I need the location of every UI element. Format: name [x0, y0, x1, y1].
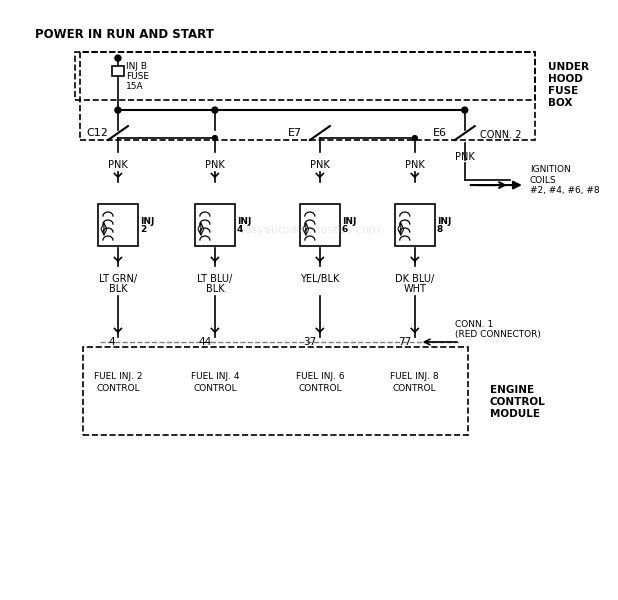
Text: PNK: PNK [108, 160, 128, 170]
Circle shape [212, 107, 218, 113]
Text: CONTROL: CONTROL [193, 384, 237, 393]
Text: FUEL INJ. 6: FUEL INJ. 6 [295, 372, 344, 381]
Text: INJ: INJ [237, 217, 252, 226]
Text: FUEL INJ. 2: FUEL INJ. 2 [94, 372, 142, 381]
Text: easyautodiagnostics.com: easyautodiagnostics.com [238, 225, 380, 235]
Text: FUSE: FUSE [548, 86, 578, 96]
Text: CONN. 2: CONN. 2 [480, 130, 521, 140]
Text: BOX: BOX [548, 98, 572, 108]
Text: 4: 4 [108, 337, 115, 347]
Text: 6: 6 [342, 224, 348, 233]
Text: WHT: WHT [404, 284, 426, 294]
Text: YEL/BLK: YEL/BLK [300, 274, 339, 284]
FancyBboxPatch shape [75, 52, 535, 100]
Text: FUEL INJ. 4: FUEL INJ. 4 [190, 372, 239, 381]
Text: PNK: PNK [205, 160, 225, 170]
Circle shape [115, 107, 121, 113]
Text: 15A: 15A [126, 82, 143, 91]
Text: CONTROL: CONTROL [96, 384, 140, 393]
Text: POWER IN RUN AND START: POWER IN RUN AND START [35, 28, 214, 41]
Text: PNK: PNK [455, 152, 475, 162]
Text: INJ: INJ [437, 217, 451, 226]
Text: MODULE: MODULE [489, 409, 540, 419]
Bar [112, 66, 124, 76]
Text: INJ B: INJ B [126, 62, 147, 71]
Bar [195, 204, 235, 246]
Text: CONTROL: CONTROL [298, 384, 342, 393]
Text: DK BLU/: DK BLU/ [395, 274, 434, 284]
Circle shape [115, 55, 121, 61]
Text: (RED CONNECTOR): (RED CONNECTOR) [455, 331, 541, 340]
Text: FUSE: FUSE [126, 71, 149, 80]
Text: CONTROL: CONTROL [489, 397, 546, 407]
Text: BLK: BLK [109, 284, 127, 294]
Text: 2: 2 [140, 224, 146, 233]
Bar [300, 204, 340, 246]
Text: INJ: INJ [342, 217, 356, 226]
FancyBboxPatch shape [83, 347, 468, 435]
Text: CONTROL: CONTROL [393, 384, 436, 393]
Circle shape [412, 136, 417, 140]
Text: ENGINE: ENGINE [489, 385, 534, 395]
Text: PNK: PNK [405, 160, 425, 170]
Text: 44: 44 [198, 337, 212, 347]
Text: 4: 4 [237, 224, 243, 233]
Text: BLK: BLK [206, 284, 224, 294]
Text: E6: E6 [433, 128, 447, 138]
Text: LT BLU/: LT BLU/ [197, 274, 232, 284]
Text: E7: E7 [288, 128, 302, 138]
Text: C12: C12 [86, 128, 108, 138]
Bar [98, 204, 138, 246]
Text: PNK: PNK [310, 160, 330, 170]
Text: INJ: INJ [140, 217, 154, 226]
Text: UNDER: UNDER [548, 62, 589, 72]
Circle shape [462, 107, 468, 113]
Text: LT GRN/: LT GRN/ [99, 274, 137, 284]
Text: IGNITION
COILS
#2, #4, #6, #8: IGNITION COILS #2, #4, #6, #8 [530, 165, 599, 195]
Text: HOOD: HOOD [548, 74, 583, 84]
Bar [395, 204, 435, 246]
Text: 8: 8 [437, 224, 443, 233]
Text: FUEL INJ. 8: FUEL INJ. 8 [391, 372, 439, 381]
Text: 77: 77 [399, 337, 412, 347]
Text: CONN. 1: CONN. 1 [455, 320, 493, 329]
Circle shape [213, 136, 218, 140]
Text: 37: 37 [303, 337, 317, 347]
